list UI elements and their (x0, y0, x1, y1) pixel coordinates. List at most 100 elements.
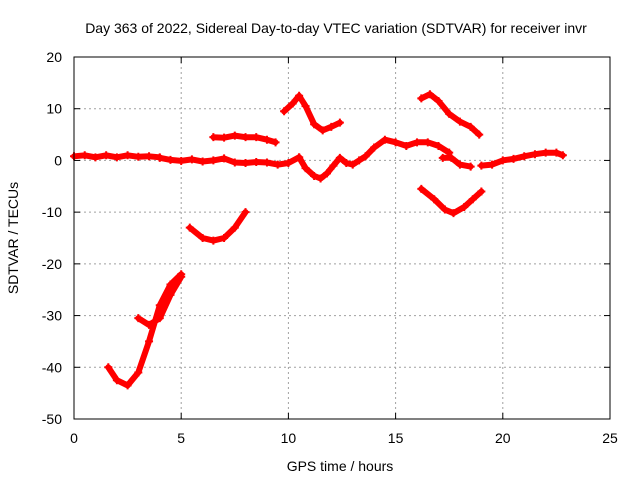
data-point (241, 133, 250, 142)
data-point (541, 148, 550, 157)
data-point (198, 234, 207, 242)
data-point (520, 152, 529, 161)
tick-labels: 0 5 10 15 20 25 -50 -40 -30 -20 -10 0 10 20 (42, 49, 618, 446)
data-point (262, 158, 271, 167)
data-point (112, 153, 121, 162)
data-point (123, 151, 132, 160)
data-point (310, 171, 319, 180)
data-point (230, 131, 239, 140)
y-tick-label: 20 (46, 49, 62, 65)
data-series (209, 131, 280, 147)
data-point (185, 223, 194, 232)
data-point (530, 150, 539, 159)
data-point (288, 99, 297, 108)
data-point (220, 154, 229, 163)
data-series (155, 153, 304, 169)
data-point (475, 130, 484, 139)
data-point (230, 158, 239, 167)
data-series (417, 90, 484, 139)
data-series (280, 91, 344, 135)
data-point (241, 208, 250, 217)
data-point (430, 195, 439, 204)
data-point (166, 155, 175, 164)
data-point (280, 107, 289, 116)
data-point (468, 195, 477, 204)
data-point (455, 160, 464, 169)
data-point (434, 96, 443, 105)
data-point (301, 164, 310, 173)
data-point (440, 205, 449, 214)
data-point (220, 234, 229, 242)
x-tick-label: 5 (177, 430, 185, 446)
y-tick-label: -20 (42, 256, 62, 272)
y-tick-label: -50 (42, 411, 62, 427)
data-point (335, 153, 344, 162)
data-point (252, 157, 261, 166)
x-tick-label: 15 (388, 430, 404, 446)
y-tick-label: 10 (46, 101, 62, 117)
data-point (355, 156, 364, 165)
data-point (423, 138, 432, 147)
data-point (318, 126, 327, 135)
data-point (284, 159, 293, 168)
data-point (477, 187, 486, 196)
data-point (380, 135, 389, 144)
data-point (104, 363, 113, 372)
data-point (417, 94, 426, 103)
data-point (102, 151, 111, 160)
y-tick-label: -10 (42, 204, 62, 220)
x-tick-label: 0 (70, 430, 78, 446)
data-point (301, 102, 310, 111)
data-point (209, 156, 218, 165)
data-point (295, 153, 304, 162)
data-series (185, 208, 250, 245)
data-point (329, 161, 338, 170)
data-point (123, 381, 132, 390)
data-point (187, 155, 196, 164)
data-series (295, 135, 454, 183)
data-point (327, 122, 336, 131)
data-point (361, 152, 370, 161)
data-point (509, 154, 518, 163)
plot-frame (73, 56, 611, 420)
data-point (262, 135, 271, 144)
y-tick-label: -40 (42, 359, 62, 375)
y-axis-label: SDTVAR / TECUs (5, 182, 21, 294)
data-point (488, 160, 497, 169)
data-point (145, 337, 154, 346)
data-point (413, 138, 422, 147)
data-point (310, 120, 319, 129)
data-point (155, 153, 164, 162)
data-point (271, 138, 280, 147)
y-tick-label: 0 (54, 152, 62, 168)
data-point (252, 133, 261, 142)
data-series (134, 272, 186, 329)
data-point (498, 156, 507, 165)
data-point (155, 301, 164, 310)
data-series (417, 184, 486, 218)
data-series (477, 148, 567, 170)
data-point (558, 151, 567, 160)
grid (74, 57, 610, 419)
data-series (70, 151, 164, 162)
series-trace (439, 154, 474, 170)
data-point (145, 152, 154, 161)
data-point (295, 91, 304, 100)
data-point (466, 162, 475, 171)
data-layer (70, 90, 567, 390)
data-point (209, 236, 218, 245)
data-series (438, 153, 475, 171)
y-tick-label: -30 (42, 308, 62, 324)
data-point (342, 159, 351, 168)
x-tick-label: 10 (281, 430, 297, 446)
series-trace (186, 209, 249, 244)
data-point (80, 151, 89, 160)
x-axis-label: GPS time / hours (287, 458, 394, 474)
data-point (348, 160, 357, 169)
data-point (134, 152, 143, 161)
x-tick-label: 25 (602, 430, 618, 446)
data-point (177, 272, 186, 281)
data-point (145, 320, 154, 329)
data-point (425, 90, 434, 99)
